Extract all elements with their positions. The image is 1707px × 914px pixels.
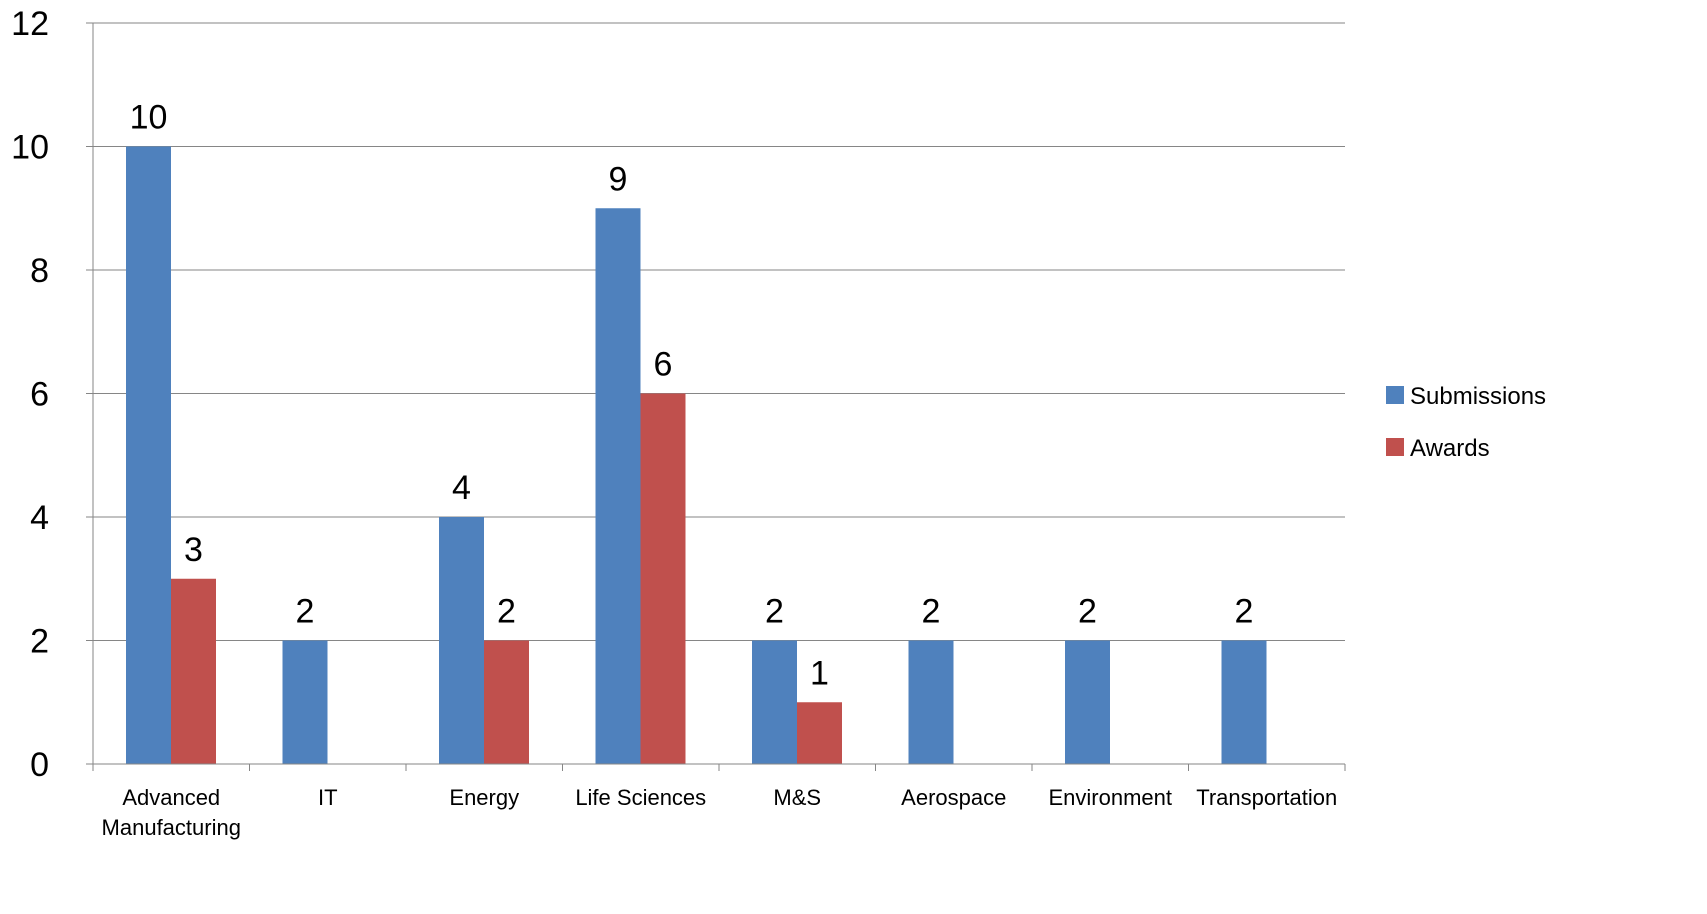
bar-awards-0	[171, 578, 216, 764]
gridlines	[93, 22, 1345, 641]
data-label: 2	[765, 593, 784, 631]
legend-label-submissions: Submissions	[1410, 383, 1546, 410]
x-tick-label: M&S	[773, 785, 821, 810]
bar-submissions-3	[595, 208, 641, 764]
y-tick-label: 12	[11, 5, 49, 43]
x-tick-label: IT	[318, 785, 338, 810]
bar-submissions-2	[439, 517, 484, 764]
x-tick-label: Energy	[449, 785, 519, 810]
x-tick-label-line: Transportation	[1196, 785, 1337, 810]
legend-label-awards: Awards	[1410, 435, 1490, 462]
bar-submissions-0	[126, 146, 171, 764]
legend: Submissions Awards	[1386, 383, 1546, 462]
data-label: 9	[609, 160, 628, 198]
y-tick-label: 8	[30, 252, 49, 290]
bar-submissions-5	[908, 640, 954, 764]
bar-awards-4	[797, 702, 842, 764]
x-tick-label-line: Aerospace	[901, 785, 1006, 810]
data-labels: 10 2 4 9 2 2 2 2 3 2 6 1	[130, 99, 1254, 693]
data-label: 10	[130, 99, 168, 137]
y-tick-label: 4	[30, 499, 49, 537]
x-tick-label: Advanced Manufacturing	[102, 785, 241, 840]
x-tick-label-line: IT	[318, 785, 338, 810]
legend-swatch-submissions	[1386, 386, 1404, 404]
x-tick-label: Life Sciences	[575, 785, 706, 810]
legend-swatch-awards	[1386, 438, 1404, 456]
x-tick-label: Aerospace	[901, 785, 1006, 810]
data-label: 2	[922, 593, 941, 631]
x-tick-label: Environment	[1048, 785, 1172, 810]
data-label: 2	[1235, 593, 1254, 631]
x-tick-label-line: Life Sciences	[575, 785, 706, 810]
data-label: 2	[497, 593, 516, 631]
bar-submissions-6	[1065, 640, 1110, 764]
bars	[126, 146, 1267, 764]
x-tick-labels: Advanced Manufacturing IT Energy Life Scienc…	[102, 785, 1338, 840]
x-tick-label-line: M&S	[773, 785, 821, 810]
data-label: 1	[810, 654, 829, 692]
bar-submissions-4	[752, 640, 797, 764]
bar-awards-3	[640, 393, 686, 764]
axes	[86, 22, 1346, 771]
x-tick-label-line: Environment	[1048, 785, 1172, 810]
x-tick-label-line: Manufacturing	[102, 815, 241, 840]
data-label: 2	[296, 593, 315, 631]
y-tick-label: 10	[11, 129, 49, 167]
bar-submissions-7	[1221, 640, 1267, 764]
data-label: 3	[184, 531, 203, 569]
y-tick-label: 0	[30, 746, 49, 784]
x-tick-label-line: Advanced	[122, 785, 220, 810]
data-label: 6	[654, 346, 673, 384]
y-tick-label: 2	[30, 623, 49, 661]
data-label: 2	[1078, 593, 1097, 631]
y-tick-label: 6	[30, 376, 49, 414]
bar-awards-2	[484, 640, 529, 764]
x-tick-label: Transportation	[1196, 785, 1337, 810]
y-tick-labels: 0 2 4 6 8 10 12	[11, 5, 49, 784]
x-tick-label-line: Energy	[449, 785, 519, 810]
data-label: 4	[452, 469, 471, 507]
bar-submissions-1	[282, 640, 328, 764]
